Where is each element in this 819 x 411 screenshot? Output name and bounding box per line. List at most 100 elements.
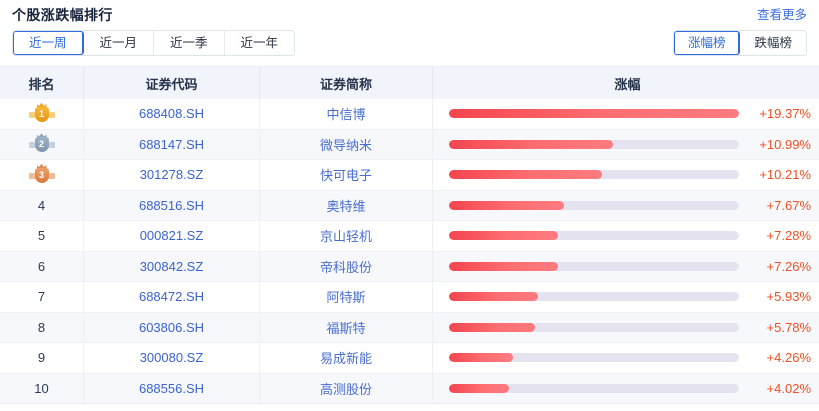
- security-name-link[interactable]: 帝科股份: [319, 259, 372, 275]
- security-name-link[interactable]: 高测股份: [319, 381, 372, 397]
- change-percent-value: +5.78%: [766, 319, 811, 335]
- cell-code: 300842.SZ: [83, 251, 260, 282]
- security-code-link[interactable]: 300080.SZ: [139, 350, 204, 366]
- rank-number: 10: [34, 380, 49, 396]
- table-row[interactable]: 3 301278.SZ 快可电子 +10.21%: [0, 159, 819, 191]
- security-code-link[interactable]: 688147.SH: [138, 136, 205, 152]
- security-code-link[interactable]: 688516.SH: [138, 197, 205, 213]
- security-name-link[interactable]: 京山轻机: [319, 229, 372, 245]
- direction-tab-2[interactable]: 跌幅榜: [740, 31, 806, 55]
- change-percent-value: +4.02%: [766, 380, 811, 396]
- security-name-link[interactable]: 微导纳米: [319, 137, 372, 153]
- column-header-change: 涨幅: [432, 67, 819, 99]
- change-bar-track: [449, 170, 739, 180]
- table-header-row: 排名 证券代码 证券简称 涨幅: [0, 67, 819, 99]
- rank-number: 8: [37, 319, 46, 335]
- cell-name: 京山轻机: [259, 220, 433, 252]
- medal-bronze-icon: 3: [28, 163, 55, 186]
- security-name-link[interactable]: 易成新能: [319, 351, 372, 367]
- medal-wing-left-icon: [28, 172, 37, 179]
- cell-rank: 2: [0, 129, 84, 160]
- cell-change: +19.37%: [432, 99, 819, 130]
- table-row[interactable]: 8 603806.SH 福斯特 +5.78%: [0, 312, 819, 343]
- cell-rank: 4: [0, 190, 84, 221]
- security-code-link[interactable]: 000821.SZ: [139, 228, 204, 244]
- change-bar-track: [449, 383, 739, 393]
- rank-number: 5: [37, 228, 46, 244]
- table-row[interactable]: 1 688408.SH 中信博 +19.37%: [0, 99, 819, 130]
- cell-name: 帝科股份: [259, 251, 433, 282]
- table-row[interactable]: 10 688556.SH 高测股份 +4.02%: [0, 373, 819, 403]
- change-bar-track: [449, 261, 739, 271]
- controls-row: 近一周 近一月 近一季 近一年 涨幅榜 跌幅榜: [0, 30, 819, 60]
- period-tab-2[interactable]: 近一月: [83, 31, 155, 55]
- medal-gold-icon: 1: [28, 102, 55, 125]
- medal-wing-left-icon: [28, 111, 37, 118]
- change-cell-content: +5.93%: [433, 282, 819, 312]
- security-name-link[interactable]: 阿特斯: [326, 290, 366, 306]
- medal-rank-number: 2: [34, 137, 49, 153]
- security-code-link[interactable]: 688408.SH: [138, 106, 205, 122]
- cell-change: +5.78%: [432, 312, 819, 343]
- change-cell-content: +10.21%: [433, 160, 819, 190]
- change-bar-track: [449, 353, 739, 363]
- change-percent-value: +10.21%: [759, 167, 811, 183]
- cell-rank: 5: [0, 220, 84, 252]
- table-row[interactable]: 9 300080.SZ 易成新能 +4.26%: [0, 342, 819, 374]
- period-tab-3[interactable]: 近一季: [154, 31, 225, 55]
- change-percent-value: +7.28%: [766, 228, 811, 244]
- security-code-link[interactable]: 603806.SH: [138, 319, 205, 335]
- change-cell-content: +5.78%: [433, 313, 819, 343]
- view-more-link[interactable]: 查看更多: [756, 8, 807, 22]
- table-row[interactable]: 5 000821.SZ 京山轻机 +7.28%: [0, 220, 819, 252]
- medal-crown-icon: [36, 133, 47, 139]
- security-name-link[interactable]: 快可电子: [319, 168, 372, 184]
- security-code-link[interactable]: 301278.SZ: [139, 167, 204, 183]
- change-bar-fill: [449, 292, 538, 302]
- change-percent-value: +7.67%: [766, 197, 811, 213]
- cell-rank: 8: [0, 312, 84, 343]
- security-name-link[interactable]: 奥特维: [326, 198, 366, 214]
- change-cell-content: +4.26%: [433, 343, 819, 373]
- table-header: 排名 证券代码 证券简称 涨幅: [0, 67, 819, 99]
- security-code-link[interactable]: 300842.SZ: [139, 258, 204, 274]
- change-cell-content: +19.37%: [433, 99, 819, 129]
- medal-wing-right-icon: [46, 142, 55, 149]
- table-row[interactable]: 7 688472.SH 阿特斯 +5.93%: [0, 281, 819, 313]
- period-tab-group[interactable]: 近一周 近一月 近一季 近一年: [12, 30, 296, 56]
- table-row[interactable]: 4 688516.SH 奥特维 +7.67%: [0, 190, 819, 221]
- cell-change: +10.99%: [432, 129, 819, 160]
- direction-tab-1[interactable]: 涨幅榜: [673, 31, 741, 55]
- security-name-link[interactable]: 福斯特: [326, 320, 366, 336]
- table-row[interactable]: 2 688147.SH 微导纳米 +10.99%: [0, 129, 819, 160]
- period-tab-4[interactable]: 近一年: [224, 31, 295, 55]
- medal-wing-left-icon: [28, 142, 37, 149]
- security-code-link[interactable]: 688472.SH: [138, 289, 205, 305]
- cell-name: 奥特维: [259, 190, 433, 221]
- change-bar-fill: [449, 261, 558, 271]
- table-body: 1 688408.SH 中信博 +19.37% 2 688147.SH 微导纳米 +10.99…: [0, 99, 819, 403]
- medal-crown-icon: [36, 102, 47, 108]
- cell-name: 中信博: [259, 99, 433, 130]
- change-percent-value: +4.26%: [766, 350, 811, 366]
- security-code-link[interactable]: 688556.SH: [138, 380, 205, 396]
- change-bar-track: [449, 109, 739, 119]
- cell-code: 000821.SZ: [83, 220, 260, 252]
- change-bar-fill: [449, 200, 564, 210]
- change-percent-value: +7.26%: [766, 258, 811, 274]
- period-tab-1[interactable]: 近一周: [13, 31, 84, 55]
- table-row[interactable]: 6 300842.SZ 帝科股份 +7.26%: [0, 251, 819, 282]
- cell-change: +10.21%: [432, 159, 819, 191]
- ranking-table-container: 排名 证券代码 证券简称 涨幅 1 688408.SH 中信博 +19.37% 2 688…: [0, 66, 819, 404]
- rank-number: 9: [37, 350, 46, 366]
- column-header-code: 证券代码: [83, 67, 260, 99]
- cell-code: 300080.SZ: [83, 342, 260, 374]
- rank-number: 4: [37, 197, 46, 213]
- direction-tab-group[interactable]: 涨幅榜 跌幅榜: [672, 30, 807, 56]
- security-name-link[interactable]: 中信博: [326, 107, 366, 123]
- change-cell-content: +7.28%: [433, 221, 819, 251]
- column-header-rank: 排名: [0, 67, 84, 99]
- page-title: 个股涨跌幅排行: [12, 7, 113, 23]
- cell-code: 688472.SH: [83, 281, 260, 313]
- change-cell-content: +4.02%: [433, 374, 819, 404]
